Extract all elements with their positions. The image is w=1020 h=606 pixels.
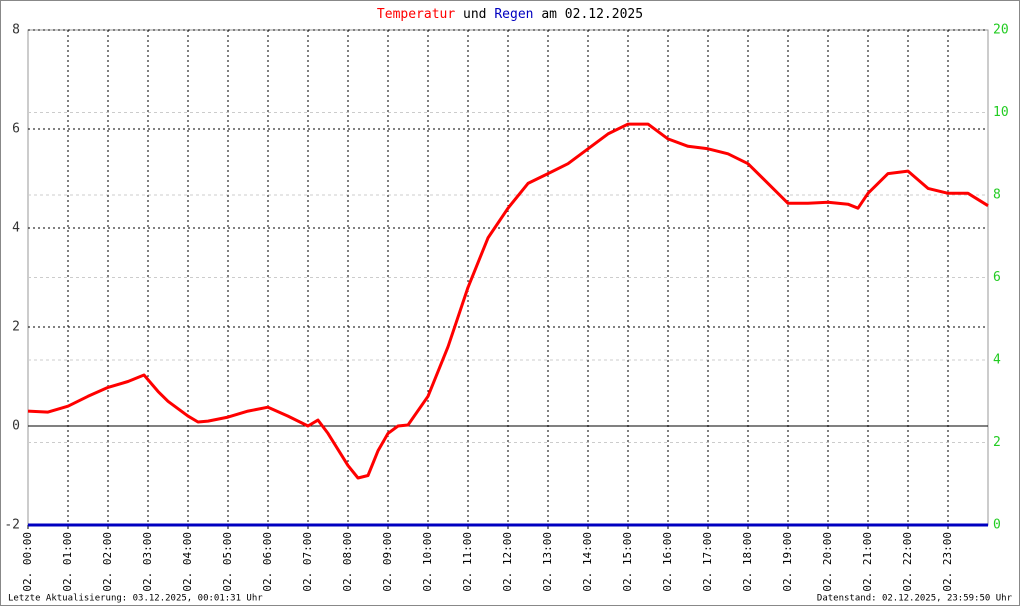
y-tick-label: -2: [4, 518, 20, 533]
y2-tick-label: 0: [993, 518, 1001, 533]
x-tick-label: 02. 09:00: [381, 532, 394, 592]
x-tick-label: 02. 18:00: [741, 532, 754, 592]
y2-tick-label: 8: [993, 188, 1001, 203]
x-tick-label: 02. 07:00: [301, 532, 314, 592]
title-series-1: Temperatur: [377, 7, 455, 22]
footer-left: Letzte Aktualisierung: 03.12.2025, 00:01…: [8, 594, 263, 604]
x-tick-label: 02. 13:00: [541, 532, 554, 592]
x-tick-label: 02. 06:00: [261, 532, 274, 592]
x-tick-label: 02. 10:00: [421, 532, 434, 592]
x-tick-label: 02. 08:00: [341, 532, 354, 592]
x-tick-label: 02. 17:00: [701, 532, 714, 592]
y2-tick-label: 6: [993, 270, 1001, 285]
chart-title: Temperatur und Regen am 02.12.2025: [377, 7, 643, 22]
series-line: [27, 122, 989, 480]
title-date: am 02.12.2025: [541, 7, 643, 22]
title-series-2: Regen: [494, 7, 533, 22]
x-tick-label: 02. 19:00: [781, 532, 794, 592]
x-tick-label: 02. 23:00: [941, 532, 954, 592]
y2-tick-label: 10: [993, 105, 1009, 120]
x-tick-label: 02. 03:00: [141, 532, 154, 592]
y-tick-label: 0: [12, 419, 20, 434]
y-tick-label: 2: [12, 320, 20, 335]
y-tick-label: 6: [12, 122, 20, 137]
footer-right: Datenstand: 02.12.2025, 23:59:50 Uhr: [817, 594, 1013, 604]
x-tick-label: 02. 02:00: [101, 532, 114, 592]
title-joiner: und: [463, 7, 486, 22]
y2-tick-label: 4: [993, 353, 1001, 368]
y-tick-label: 4: [12, 221, 20, 236]
y2-tick-label: 2: [993, 435, 1001, 450]
x-tick-label: 02. 00:00: [21, 532, 34, 592]
x-tick-label: 02. 04:00: [181, 532, 194, 592]
x-tick-label: 02. 21:00: [861, 532, 874, 592]
y-tick-label: 8: [12, 23, 20, 38]
x-tick-label: 02. 22:00: [901, 532, 914, 592]
x-tick-label: 02. 12:00: [501, 532, 514, 592]
x-tick-label: 02. 20:00: [821, 532, 834, 592]
x-tick-label: 02. 11:00: [461, 532, 474, 592]
x-tick-label: 02. 16:00: [661, 532, 674, 592]
x-tick-label: 02. 05:00: [221, 532, 234, 592]
x-tick-label: 02. 14:00: [581, 532, 594, 592]
y2-top-label: 20: [993, 23, 1009, 38]
x-tick-label: 02. 15:00: [621, 532, 634, 592]
x-tick-label: 02. 01:00: [61, 532, 74, 592]
